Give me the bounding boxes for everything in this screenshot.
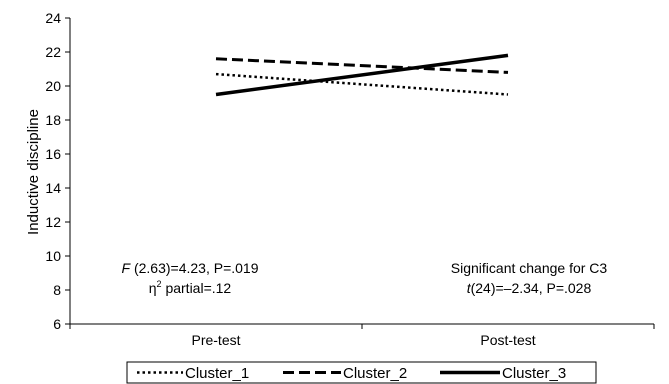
annotation-right-line1: Significant change for C3 [451, 260, 608, 276]
annotation-left-eta: η [149, 280, 157, 296]
annotation-left-stats: (2.63)=4.23, P=.019 [130, 260, 259, 276]
y-axis-label: Inductive discipline [25, 109, 42, 235]
annotation-left-eta-sup: 2 [157, 279, 162, 289]
y-tick-label: 6 [53, 316, 61, 332]
annotation-right-line2: t(24)=–2.34, P=.028 [467, 280, 592, 296]
x-tick-label: Post-test [480, 332, 535, 348]
legend-box [126, 361, 597, 384]
annotation-left-line2: η2 partial=.12 [149, 279, 232, 296]
legend-label-cluster-3: Cluster_3 [502, 365, 566, 382]
series-line-cluster-3 [215, 53, 509, 97]
y-ticks: 6 8 10 12 14 16 18 20 22 24 [45, 10, 70, 332]
y-tick-label: 24 [45, 10, 61, 26]
annotation-left-partial: partial=.12 [162, 280, 232, 296]
annotation-left-f: F [122, 260, 132, 276]
series-line-cluster-2 [215, 57, 509, 74]
y-tick-label: 8 [53, 282, 61, 298]
y-tick-label: 10 [45, 248, 61, 264]
y-tick-label: 14 [45, 180, 61, 196]
series-line-cluster-1 [215, 72, 509, 96]
annotation-right-t: t [467, 280, 472, 296]
series-lines [215, 53, 509, 97]
y-tick-label: 12 [45, 214, 61, 230]
y-tick-label: 16 [45, 146, 61, 162]
legend-label-cluster-2: Cluster_2 [343, 365, 407, 382]
legend-label-cluster-1: Cluster_1 [185, 365, 249, 382]
y-tick-label: 22 [45, 44, 61, 60]
legend: Cluster_1 Cluster_2 Cluster_3 [126, 361, 597, 384]
y-tick-label: 18 [45, 112, 61, 128]
annotation-left-line1: F (2.63)=4.23, P=.019 [122, 260, 259, 276]
x-tick-label: Pre-test [191, 332, 240, 348]
x-ticks: Pre-test Post-test [69, 324, 655, 348]
annotation-right-stats: (24)=–2.34, P=.028 [471, 280, 592, 296]
y-tick-label: 20 [45, 78, 61, 94]
